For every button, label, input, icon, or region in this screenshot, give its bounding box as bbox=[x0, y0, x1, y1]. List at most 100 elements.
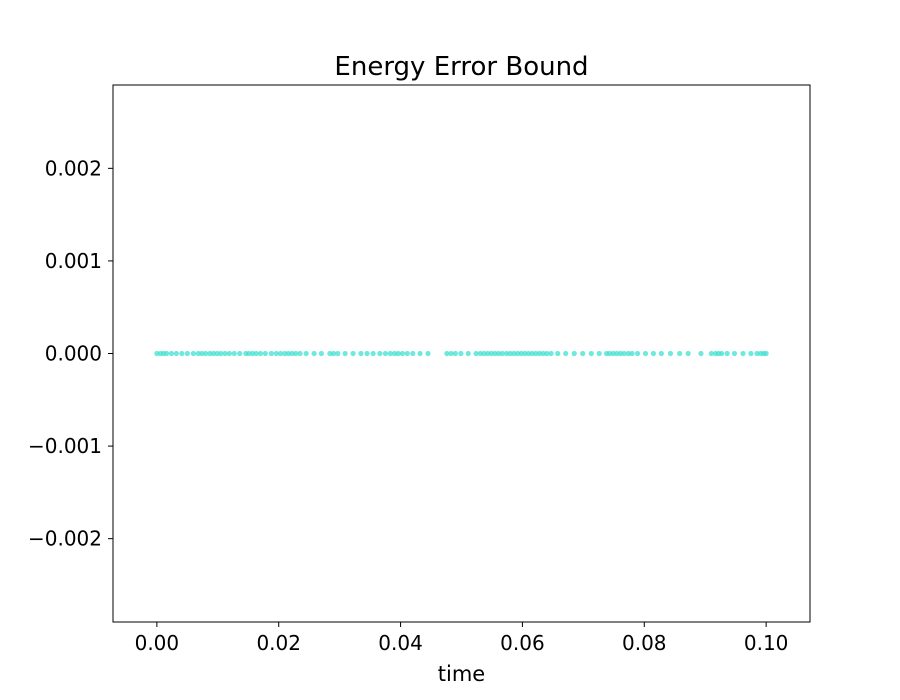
data-point bbox=[410, 350, 416, 357]
x-tick-label: 0.00 bbox=[135, 631, 180, 655]
x-tick-label: 0.08 bbox=[622, 631, 667, 655]
y-tick-label: 0.002 bbox=[45, 156, 102, 180]
data-point bbox=[391, 350, 398, 357]
data-point bbox=[262, 350, 268, 357]
data-point bbox=[563, 350, 569, 357]
data-point bbox=[533, 350, 539, 357]
data-point bbox=[285, 350, 292, 357]
data-point bbox=[327, 350, 333, 357]
data-point bbox=[708, 350, 714, 357]
y-tick-label: −0.001 bbox=[28, 434, 102, 458]
data-point bbox=[488, 350, 494, 357]
data-point bbox=[448, 350, 454, 357]
data-point bbox=[214, 350, 220, 357]
data-point bbox=[154, 350, 160, 357]
data-point bbox=[555, 350, 561, 357]
data-point bbox=[249, 350, 256, 357]
data-point bbox=[207, 350, 213, 357]
data-point bbox=[277, 350, 284, 357]
data-point bbox=[425, 350, 431, 357]
x-tick-label: 0.02 bbox=[256, 631, 301, 655]
data-point bbox=[525, 350, 532, 357]
data-point bbox=[634, 350, 641, 357]
x-tick-label: 0.06 bbox=[500, 631, 545, 655]
y-tick-label: 0.001 bbox=[45, 249, 102, 273]
data-point bbox=[222, 350, 228, 357]
data-point bbox=[184, 350, 190, 357]
data-point bbox=[173, 350, 179, 357]
data-point bbox=[731, 350, 738, 357]
data-point bbox=[179, 350, 185, 357]
data-point bbox=[458, 350, 464, 357]
data-point bbox=[297, 350, 303, 357]
data-point bbox=[514, 350, 521, 357]
data-point bbox=[492, 350, 498, 357]
data-point bbox=[330, 350, 337, 357]
data-point bbox=[253, 350, 259, 357]
data-point bbox=[606, 350, 613, 357]
data-point bbox=[499, 350, 505, 357]
data-point bbox=[199, 350, 205, 357]
data-point bbox=[452, 350, 459, 357]
data-point bbox=[617, 350, 624, 357]
data-point bbox=[268, 350, 275, 357]
data-point bbox=[370, 350, 376, 357]
data-point bbox=[548, 350, 554, 357]
data-point bbox=[540, 350, 546, 357]
data-point bbox=[387, 350, 393, 357]
y-tick-label: 0.000 bbox=[45, 342, 102, 366]
data-point bbox=[485, 350, 491, 357]
data-point bbox=[719, 350, 725, 357]
data-point bbox=[465, 350, 471, 357]
data-series bbox=[154, 350, 769, 357]
data-point bbox=[257, 350, 264, 357]
data-point bbox=[342, 350, 348, 357]
data-point bbox=[580, 350, 586, 357]
data-point bbox=[625, 350, 632, 357]
data-point bbox=[311, 350, 317, 357]
data-point bbox=[610, 350, 616, 357]
data-point bbox=[496, 350, 502, 357]
data-point bbox=[588, 350, 594, 357]
data-point bbox=[382, 350, 388, 357]
data-point bbox=[203, 350, 209, 357]
data-point bbox=[282, 350, 288, 357]
data-point bbox=[350, 350, 356, 357]
data-point bbox=[404, 350, 410, 357]
data-point bbox=[335, 350, 341, 357]
x-tick-label: 0.10 bbox=[744, 631, 789, 655]
data-point bbox=[763, 350, 769, 357]
data-point bbox=[226, 350, 232, 357]
data-point bbox=[477, 350, 483, 357]
data-point bbox=[444, 350, 450, 357]
data-point bbox=[364, 350, 370, 357]
data-point bbox=[195, 350, 201, 357]
data-point bbox=[621, 350, 627, 357]
data-point bbox=[399, 350, 405, 357]
data-point bbox=[273, 350, 279, 357]
x-axis-title: time bbox=[438, 662, 485, 686]
data-point bbox=[395, 350, 401, 357]
y-axis: 0.002 0.001 0.000 −0.001 −0.002 bbox=[28, 156, 113, 551]
data-point bbox=[503, 350, 510, 357]
data-point bbox=[377, 350, 383, 357]
x-axis: 0.00 0.02 0.04 0.06 0.08 0.10 bbox=[135, 622, 789, 655]
data-point bbox=[642, 350, 649, 357]
data-point bbox=[518, 350, 524, 357]
data-point bbox=[596, 350, 602, 357]
data-point bbox=[522, 350, 528, 357]
data-point bbox=[571, 350, 577, 357]
data-point bbox=[164, 350, 170, 357]
data-point bbox=[237, 350, 243, 357]
y-tick-label: −0.002 bbox=[28, 527, 102, 551]
data-point bbox=[293, 350, 299, 357]
data-point bbox=[748, 350, 754, 357]
data-point bbox=[168, 350, 175, 357]
data-point bbox=[303, 350, 309, 357]
data-point bbox=[667, 350, 674, 357]
data-point bbox=[698, 350, 704, 357]
data-point bbox=[210, 350, 217, 357]
data-point bbox=[658, 350, 664, 357]
data-point bbox=[650, 350, 657, 357]
